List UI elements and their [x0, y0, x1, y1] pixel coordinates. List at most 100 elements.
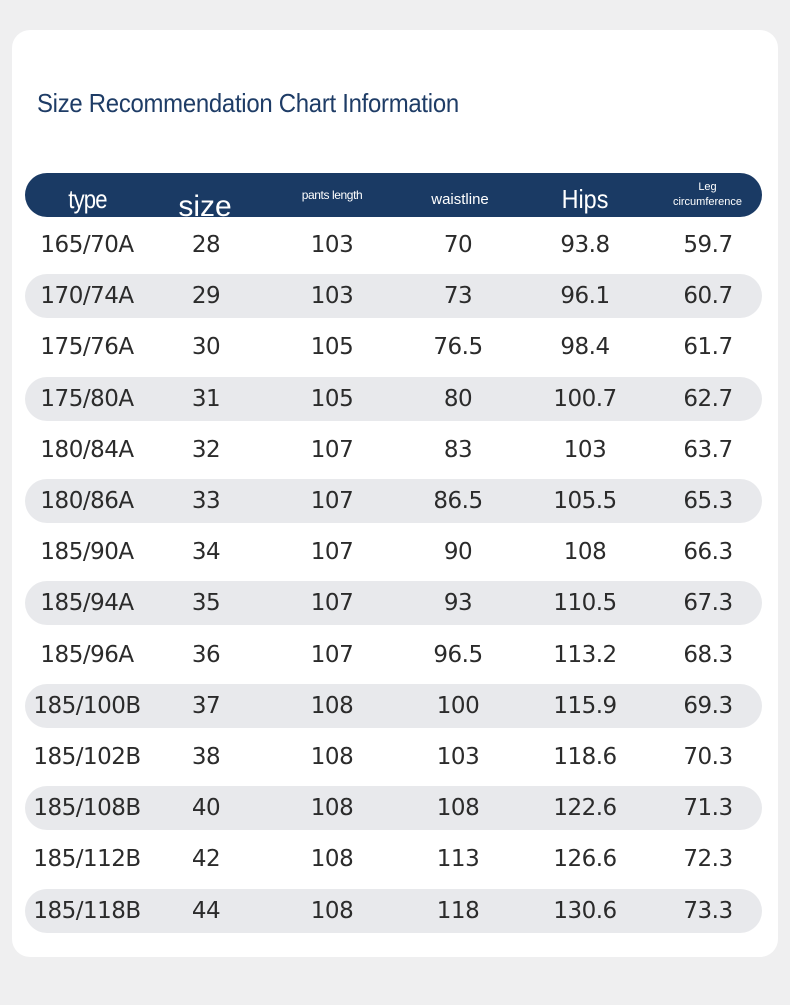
- cell-waistline: 70: [443, 232, 473, 258]
- cell-leg: 72.3: [683, 846, 733, 872]
- cell-size: 44: [191, 898, 221, 924]
- table-row: 185/108B 40 108 108 122.6 71.3: [25, 786, 762, 830]
- cell-type: 185/94A: [40, 590, 134, 616]
- cell-hips: 118.6: [553, 744, 617, 770]
- cell-size: 38: [191, 744, 221, 770]
- cell-hips: 98.4: [560, 334, 610, 360]
- cell-waistline: 73: [443, 283, 473, 309]
- cell-pants-length: 108: [310, 744, 354, 770]
- cell-leg: 67.3: [683, 590, 733, 616]
- cell-pants-length: 107: [310, 642, 354, 668]
- cell-size: 32: [191, 437, 221, 463]
- table-row: 185/102B 38 108 103 118.6 70.3: [25, 735, 762, 779]
- header-leg-line1: Leg: [698, 181, 717, 193]
- cell-pants-length: 107: [310, 590, 354, 616]
- cell-pants-length: 105: [310, 334, 354, 360]
- cell-size: 28: [191, 232, 221, 258]
- cell-size: 30: [191, 334, 221, 360]
- cell-waistline: 93: [443, 590, 473, 616]
- header-leg-line2: circumference: [672, 196, 743, 208]
- cell-waistline: 86.5: [433, 488, 483, 514]
- cell-size: 40: [191, 795, 221, 821]
- cell-size: 36: [191, 642, 221, 668]
- cell-waistline: 113: [436, 846, 480, 872]
- cell-waistline: 76.5: [433, 334, 483, 360]
- table-row: 185/94A 35 107 93 110.5 67.3: [25, 581, 762, 625]
- header-type: type: [68, 183, 107, 214]
- cell-pants-length: 105: [310, 386, 354, 412]
- table-row: 175/76A 30 105 76.5 98.4 61.7: [25, 325, 762, 369]
- table-row: 185/100B 37 108 100 115.9 69.3: [25, 684, 762, 728]
- cell-waistline: 100: [436, 693, 480, 719]
- header-size: size: [178, 190, 232, 217]
- table-row: 185/112B 42 108 113 126.6 72.3: [25, 837, 762, 881]
- cell-waistline: 103: [436, 744, 480, 770]
- cell-type: 185/118B: [33, 898, 141, 924]
- header-waistline: waistline: [431, 190, 489, 208]
- cell-hips: 130.6: [553, 898, 617, 924]
- cell-pants-length: 108: [310, 846, 354, 872]
- cell-type: 185/108B: [33, 795, 141, 821]
- table-row: 180/86A 33 107 86.5 105.5 65.3: [25, 479, 762, 523]
- cell-type: 185/112B: [33, 846, 141, 872]
- cell-type: 180/86A: [40, 488, 134, 514]
- cell-leg: 73.3: [683, 898, 733, 924]
- cell-hips: 115.9: [553, 693, 617, 719]
- header-leg-circumference: Leg circumference: [665, 173, 750, 217]
- cell-hips: 110.5: [553, 590, 617, 616]
- table-header: type size pants length waistline Hips Le…: [25, 173, 762, 217]
- cell-hips: 100.7: [553, 386, 617, 412]
- cell-leg: 63.7: [683, 437, 733, 463]
- table-row: 180/84A 32 107 83 103 63.7: [25, 428, 762, 472]
- cell-size: 29: [191, 283, 221, 309]
- cell-waistline: 90: [443, 539, 473, 565]
- cell-type: 180/84A: [40, 437, 134, 463]
- cell-size: 33: [191, 488, 221, 514]
- cell-pants-length: 107: [310, 488, 354, 514]
- cell-size: 42: [191, 846, 221, 872]
- cell-size: 34: [191, 539, 221, 565]
- cell-leg: 65.3: [683, 488, 733, 514]
- table-row: 185/118B 44 108 118 130.6 73.3: [25, 889, 762, 933]
- cell-pants-length: 103: [310, 283, 354, 309]
- cell-leg: 62.7: [683, 386, 733, 412]
- cell-waistline: 80: [443, 386, 473, 412]
- cell-leg: 69.3: [683, 693, 733, 719]
- cell-hips: 105.5: [553, 488, 617, 514]
- cell-hips: 103: [563, 437, 607, 463]
- cell-leg: 66.3: [683, 539, 733, 565]
- cell-size: 31: [191, 386, 221, 412]
- cell-pants-length: 103: [310, 232, 354, 258]
- cell-leg: 70.3: [683, 744, 733, 770]
- cell-leg: 61.7: [683, 334, 733, 360]
- cell-hips: 96.1: [560, 283, 610, 309]
- table-row: 185/90A 34 107 90 108 66.3: [25, 530, 762, 574]
- cell-type: 175/76A: [40, 334, 134, 360]
- cell-pants-length: 107: [310, 437, 354, 463]
- cell-leg: 71.3: [683, 795, 733, 821]
- cell-size: 35: [191, 590, 221, 616]
- cell-type: 175/80A: [40, 386, 134, 412]
- cell-type: 185/96A: [40, 642, 134, 668]
- cell-hips: 108: [563, 539, 607, 565]
- table-row: 185/96A 36 107 96.5 113.2 68.3: [25, 633, 762, 677]
- cell-waistline: 118: [436, 898, 480, 924]
- cell-hips: 93.8: [560, 232, 610, 258]
- cell-pants-length: 107: [310, 539, 354, 565]
- cell-hips: 126.6: [553, 846, 617, 872]
- cell-type: 185/102B: [33, 744, 141, 770]
- cell-size: 37: [191, 693, 221, 719]
- header-hips: Hips: [561, 183, 609, 214]
- cell-pants-length: 108: [310, 693, 354, 719]
- table-row: 165/70A 28 103 70 93.8 59.7: [25, 223, 762, 267]
- header-pants-length: pants length: [301, 188, 363, 202]
- cell-pants-length: 108: [310, 898, 354, 924]
- table-row: 175/80A 31 105 80 100.7 62.7: [25, 377, 762, 421]
- cell-leg: 68.3: [683, 642, 733, 668]
- cell-leg: 60.7: [683, 283, 733, 309]
- cell-hips: 122.6: [553, 795, 617, 821]
- cell-type: 185/100B: [33, 693, 141, 719]
- cell-type: 170/74A: [40, 283, 134, 309]
- cell-type: 185/90A: [40, 539, 134, 565]
- cell-pants-length: 108: [310, 795, 354, 821]
